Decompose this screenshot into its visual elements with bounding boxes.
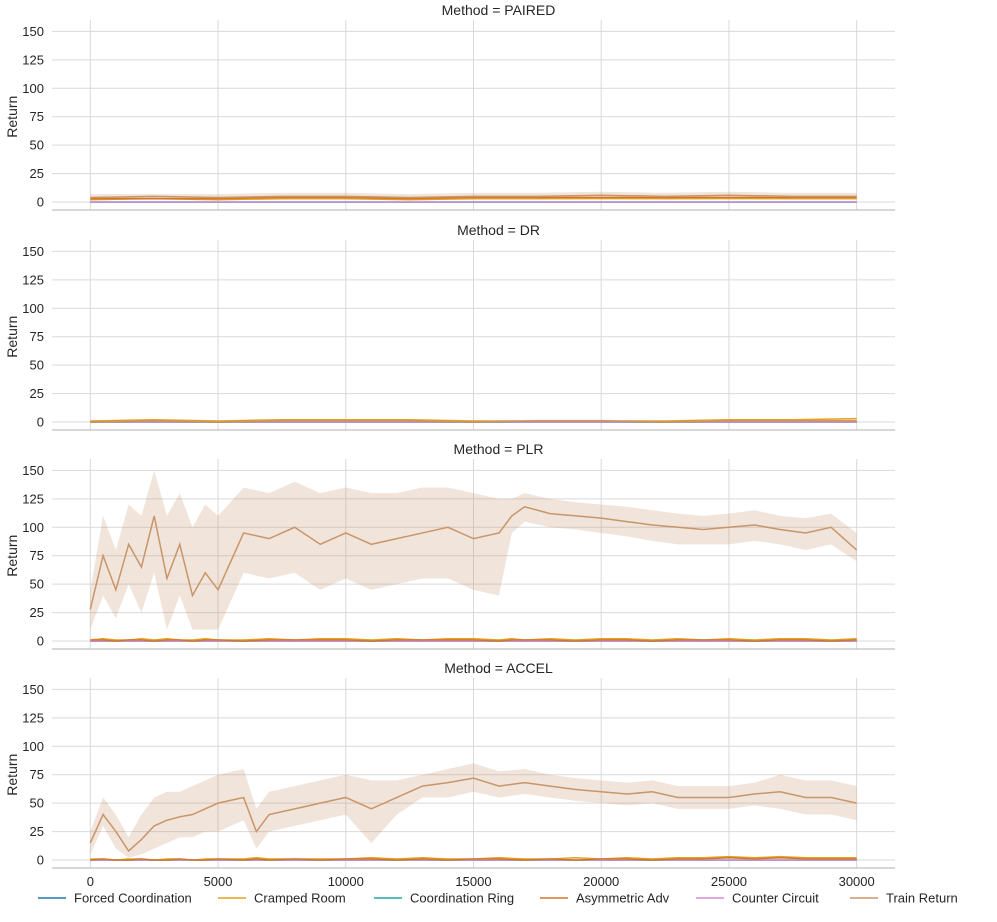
y-tick-label: 75 <box>30 548 44 563</box>
panel-3: Method = ACCEL Return 0 25 50 75 100 125 150 <box>4 660 895 869</box>
x-tick-label: 30000 <box>839 874 875 889</box>
x-tick-label: 15000 <box>455 874 491 889</box>
panel-title: Method = PLR <box>454 441 544 457</box>
series-line-cramped-room <box>90 855 857 861</box>
y-axis-label: Return <box>4 754 20 796</box>
y-tick-label: 125 <box>22 52 44 67</box>
x-tick-label: 25000 <box>711 874 747 889</box>
y-tick-label: 125 <box>22 710 44 725</box>
series-line-cramped-room <box>90 417 857 422</box>
legend-item: Counter Circuit <box>696 891 819 906</box>
panel-title: Method = PAIRED <box>442 2 556 18</box>
x-tick-label: 10000 <box>328 874 364 889</box>
y-tick-label: 0 <box>37 634 44 649</box>
y-tick-label: 100 <box>22 739 44 754</box>
y-tick-label: 75 <box>30 329 44 344</box>
y-tick-label: 0 <box>37 415 44 430</box>
y-tick-label: 150 <box>22 463 44 478</box>
legend-label: Coordination Ring <box>410 891 514 906</box>
series-line-train-return <box>89 777 857 853</box>
y-axis-label: Return <box>4 535 20 577</box>
series-line-cramped-room <box>90 197 857 201</box>
y-tick-label: 125 <box>22 272 44 287</box>
y-tick-label: 50 <box>30 138 44 153</box>
legend-label: Counter Circuit <box>732 891 819 906</box>
panel-1: Method = DR Return 0 25 50 75 100 125 150 <box>4 222 895 431</box>
y-tick-label: 100 <box>22 81 44 96</box>
legend-item: Cramped Room <box>218 891 346 906</box>
x-tick-label: 0 <box>87 874 94 889</box>
panel-2: Method = PLR Return 0 25 50 75 100 125 150 <box>4 441 895 650</box>
y-tick-label: 100 <box>22 301 44 316</box>
legend-item: Train Return <box>850 891 958 906</box>
y-tick-label: 50 <box>30 577 44 592</box>
y-tick-label: 75 <box>30 767 44 782</box>
train-return-band <box>90 470 857 630</box>
series-line-train-return <box>90 194 857 199</box>
x-tick-label: 20000 <box>583 874 619 889</box>
legend-label: Train Return <box>886 891 958 906</box>
y-tick-label: 150 <box>22 682 44 697</box>
y-tick-label: 0 <box>37 853 44 868</box>
series-line-asymmetric-adv <box>90 196 857 200</box>
y-tick-label: 25 <box>30 166 44 181</box>
legend-label: Cramped Room <box>254 891 346 906</box>
y-tick-label: 75 <box>30 109 44 124</box>
legend-item: Coordination Ring <box>374 891 514 906</box>
legend-label: Asymmetric Adv <box>576 891 670 906</box>
y-tick-label: 50 <box>30 796 44 811</box>
panel-title: Method = DR <box>457 222 540 238</box>
legend-label: Forced Coordination <box>74 891 192 906</box>
y-tick-label: 150 <box>22 244 44 259</box>
x-tick-label: 5000 <box>204 874 233 889</box>
series-line-asymmetric-adv <box>90 639 857 642</box>
series-line-train-return <box>90 420 857 423</box>
y-axis-label: Return <box>4 96 20 138</box>
series-line-train-return <box>89 505 858 610</box>
panel-title: Method = ACCEL <box>444 660 553 676</box>
panel-0: Method = PAIRED Return 0 25 50 75 100 125 150 <box>4 2 895 211</box>
y-tick-label: 125 <box>22 491 44 506</box>
legend-item: Asymmetric Adv <box>540 891 670 906</box>
y-tick-label: 150 <box>22 24 44 39</box>
y-tick-label: 25 <box>30 605 44 620</box>
y-tick-label: 25 <box>30 824 44 839</box>
y-tick-label: 50 <box>30 358 44 373</box>
y-tick-label: 25 <box>30 386 44 401</box>
y-tick-label: 0 <box>37 195 44 210</box>
y-axis-label: Return <box>4 316 20 358</box>
legend-item: Forced Coordination <box>38 891 192 906</box>
series-line-asymmetric-adv <box>90 857 857 861</box>
y-tick-label: 100 <box>22 520 44 535</box>
train-return-band <box>90 763 857 858</box>
